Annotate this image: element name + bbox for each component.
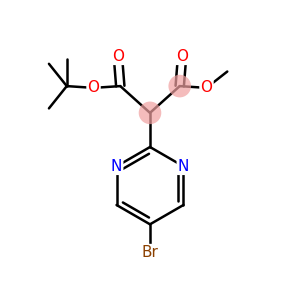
Text: Br: Br bbox=[142, 245, 158, 260]
Text: O: O bbox=[176, 49, 188, 64]
Circle shape bbox=[168, 75, 191, 98]
Text: O: O bbox=[88, 80, 100, 95]
Text: O: O bbox=[200, 80, 212, 95]
Text: N: N bbox=[111, 159, 122, 174]
Text: O: O bbox=[112, 49, 124, 64]
Text: N: N bbox=[178, 159, 189, 174]
Circle shape bbox=[139, 102, 161, 124]
